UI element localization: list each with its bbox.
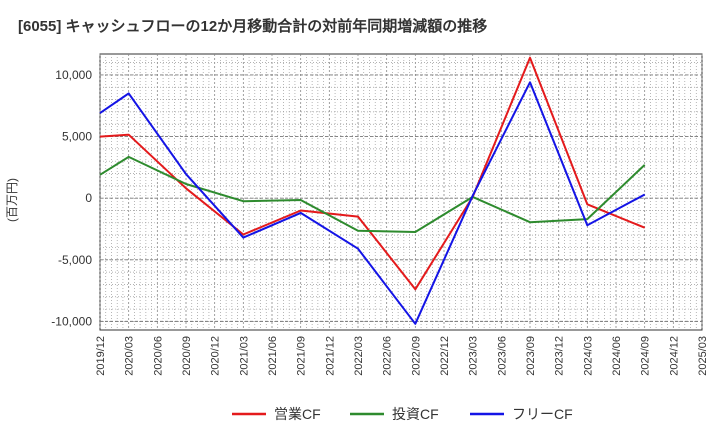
x-tick-label: 2021/03	[238, 336, 250, 376]
x-tick-label: 2021/12	[324, 336, 336, 376]
x-tick-label: 2023/09	[525, 336, 537, 376]
x-tick-label: 2022/12	[439, 336, 451, 376]
x-tick-label: 2020/12	[210, 336, 222, 376]
series-line-free	[99, 81, 646, 325]
y-axis-label: (百万円)	[5, 178, 19, 222]
x-tick-label: 2024/09	[640, 336, 652, 376]
x-tick-label: 2021/06	[267, 336, 279, 376]
y-tick-label: 0	[85, 191, 92, 205]
x-tick-label: 2020/06	[152, 336, 164, 376]
x-tick-label: 2021/09	[296, 336, 308, 376]
chart-title: [6055] キャッシュフローの12か月移動合計の対前年同期増減額の推移	[18, 17, 487, 35]
x-tick-label: 2025/03	[697, 336, 709, 376]
plot-frame	[99, 53, 703, 331]
x-tick-label: 2024/06	[611, 336, 623, 376]
legend-label-operating: 営業CF	[274, 406, 321, 422]
x-tick-label: 2023/12	[554, 336, 566, 376]
y-tick-label: -5,000	[58, 253, 92, 267]
y-tick-label: -10,000	[51, 314, 92, 328]
x-tick-label: 2023/03	[468, 336, 480, 376]
series-line-investing	[99, 155, 646, 233]
x-tick-label: 2022/06	[382, 336, 394, 376]
x-tick-label: 2020/09	[181, 336, 193, 376]
y-tick-label: 10,000	[55, 68, 92, 82]
x-tick-label: 2022/09	[410, 336, 422, 376]
x-tick-label: 2023/06	[496, 336, 508, 376]
series-line-operating	[99, 56, 646, 291]
legend-label-investing: 投資CF	[392, 406, 439, 422]
legend: 営業CF 投資CF フリーCF	[232, 406, 573, 422]
x-tick-label: 2022/03	[353, 336, 365, 376]
x-tick-label: 2019/12	[95, 336, 107, 376]
x-tick-label: 2020/03	[124, 336, 136, 376]
x-tick-label: 2024/12	[668, 336, 680, 376]
y-tick-label: 5,000	[62, 130, 92, 144]
legend-label-free: フリーCF	[512, 406, 573, 422]
x-tick-label: 2024/03	[582, 336, 594, 376]
